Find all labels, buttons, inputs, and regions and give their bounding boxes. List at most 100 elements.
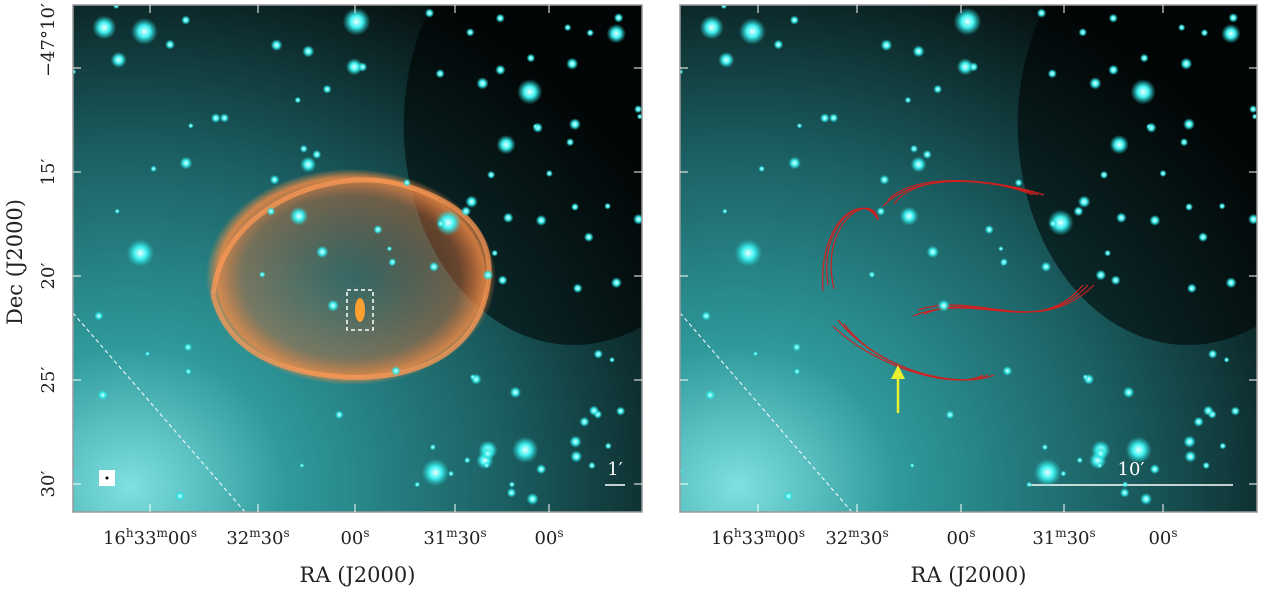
star bbox=[1099, 170, 1109, 179]
tick-number: 30 bbox=[1067, 528, 1090, 549]
star bbox=[1146, 123, 1152, 130]
star bbox=[509, 386, 522, 399]
star bbox=[1110, 275, 1121, 286]
tick-number: 00 bbox=[340, 528, 363, 549]
bubble-nebula bbox=[206, 169, 496, 385]
star bbox=[680, 468, 684, 476]
star bbox=[342, 7, 371, 36]
star bbox=[633, 213, 642, 225]
star bbox=[150, 165, 157, 173]
tick-unit: m bbox=[765, 526, 777, 540]
star bbox=[495, 13, 505, 23]
star bbox=[302, 45, 315, 58]
star bbox=[984, 224, 994, 235]
star bbox=[322, 84, 332, 94]
tick-number: 30 bbox=[458, 528, 481, 549]
star bbox=[299, 463, 305, 468]
star bbox=[1251, 113, 1257, 120]
star bbox=[588, 461, 596, 470]
tick-unit: s bbox=[1171, 526, 1177, 540]
star bbox=[819, 113, 830, 123]
star bbox=[579, 416, 590, 427]
tick-unit: s bbox=[191, 526, 197, 540]
star bbox=[482, 269, 494, 281]
star bbox=[414, 481, 421, 488]
star bbox=[1121, 481, 1129, 488]
star bbox=[604, 202, 612, 210]
nebula-filament bbox=[210, 177, 492, 380]
star bbox=[110, 51, 127, 68]
star bbox=[1041, 444, 1049, 451]
star bbox=[570, 202, 580, 211]
star bbox=[634, 105, 642, 114]
star bbox=[1203, 405, 1214, 416]
dark-cloud bbox=[1017, 5, 1257, 345]
star bbox=[1002, 366, 1013, 376]
star bbox=[483, 462, 490, 469]
x-tick-label: 00s bbox=[1148, 526, 1177, 549]
star bbox=[1116, 212, 1127, 224]
star bbox=[517, 79, 543, 105]
star bbox=[1089, 77, 1102, 90]
star bbox=[463, 456, 471, 464]
star bbox=[469, 374, 476, 380]
star bbox=[465, 195, 478, 208]
star bbox=[910, 156, 927, 173]
y-tick-label: 25′ bbox=[38, 367, 59, 394]
star bbox=[1036, 8, 1047, 18]
star bbox=[788, 156, 801, 170]
tick-unit: m bbox=[446, 526, 458, 540]
star bbox=[1193, 416, 1204, 427]
star bbox=[1198, 232, 1208, 243]
star bbox=[1221, 23, 1241, 44]
star bbox=[312, 149, 322, 160]
star bbox=[1185, 202, 1194, 211]
star bbox=[421, 458, 450, 487]
tick-unit: s bbox=[557, 526, 563, 540]
star bbox=[1230, 406, 1241, 416]
compact-source bbox=[355, 298, 365, 322]
star bbox=[773, 39, 784, 50]
x-tick-label: 00s bbox=[946, 526, 975, 549]
star bbox=[299, 144, 308, 153]
star bbox=[758, 165, 765, 173]
star bbox=[909, 144, 919, 153]
star bbox=[334, 410, 344, 420]
star bbox=[1095, 269, 1107, 281]
tick-unit: m bbox=[157, 526, 169, 540]
tick-number: 30 bbox=[261, 528, 284, 549]
tick-number: 00 bbox=[534, 528, 557, 549]
star bbox=[429, 444, 437, 451]
star bbox=[722, 208, 728, 214]
star bbox=[1108, 13, 1118, 23]
star bbox=[185, 368, 192, 375]
star bbox=[465, 28, 475, 37]
star bbox=[565, 138, 575, 147]
image-panel: 10′ bbox=[680, 5, 1257, 512]
star bbox=[933, 84, 943, 94]
star bbox=[606, 23, 626, 44]
tick-number: 32 bbox=[825, 528, 848, 549]
star bbox=[1225, 277, 1237, 289]
tick-unit: s bbox=[883, 526, 889, 540]
x-tick-label: 16h33m00s bbox=[103, 526, 197, 549]
star bbox=[1122, 386, 1135, 399]
star bbox=[588, 405, 600, 416]
star bbox=[386, 245, 393, 252]
star bbox=[289, 206, 309, 226]
star bbox=[1200, 29, 1209, 37]
star bbox=[390, 366, 401, 376]
y-tick-label: 20′ bbox=[38, 263, 59, 290]
star bbox=[1049, 219, 1058, 228]
star bbox=[345, 58, 363, 76]
star bbox=[126, 239, 155, 267]
star bbox=[92, 15, 117, 40]
star bbox=[879, 174, 890, 185]
star bbox=[94, 311, 104, 321]
star bbox=[491, 249, 499, 257]
star bbox=[511, 436, 539, 464]
star bbox=[1207, 349, 1218, 359]
star bbox=[1218, 202, 1226, 210]
star bbox=[793, 368, 801, 375]
arrow-head bbox=[891, 365, 905, 379]
